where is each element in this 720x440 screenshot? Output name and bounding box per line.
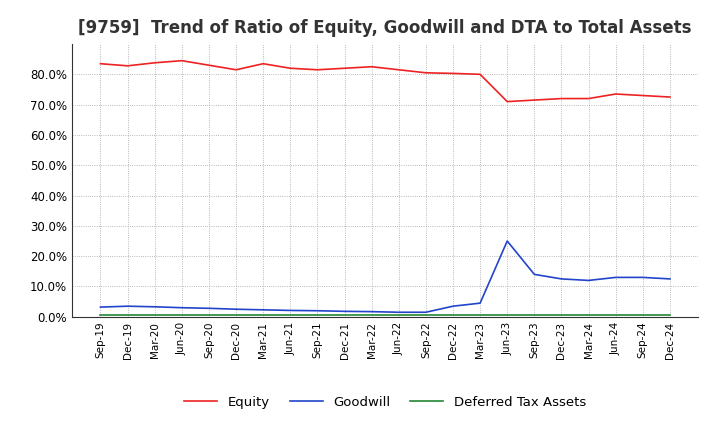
Equity (341, 66, 349, 71)
Line: Equity: Equity (101, 61, 670, 102)
Deferred Tax Assets (557, 313, 566, 318)
Equity (584, 96, 593, 101)
Goodwill (150, 304, 159, 309)
Equity (530, 97, 539, 103)
Equity (232, 67, 240, 73)
Goodwill (367, 309, 376, 314)
Line: Goodwill: Goodwill (101, 241, 670, 312)
Goodwill (178, 305, 186, 310)
Equity (286, 66, 294, 71)
Title: [9759]  Trend of Ratio of Equity, Goodwill and DTA to Total Assets: [9759] Trend of Ratio of Equity, Goodwil… (78, 19, 692, 37)
Legend: Equity, Goodwill, Deferred Tax Assets: Equity, Goodwill, Deferred Tax Assets (179, 390, 591, 414)
Equity (665, 95, 674, 100)
Equity (204, 62, 213, 68)
Deferred Tax Assets (476, 313, 485, 318)
Goodwill (449, 304, 457, 309)
Deferred Tax Assets (395, 313, 403, 318)
Equity (449, 71, 457, 76)
Deferred Tax Assets (123, 313, 132, 318)
Equity (611, 92, 620, 97)
Goodwill (313, 308, 322, 313)
Deferred Tax Assets (367, 313, 376, 318)
Equity (421, 70, 430, 75)
Goodwill (123, 304, 132, 309)
Equity (639, 93, 647, 98)
Goodwill (557, 276, 566, 282)
Goodwill (476, 301, 485, 306)
Deferred Tax Assets (150, 313, 159, 318)
Deferred Tax Assets (503, 313, 511, 318)
Deferred Tax Assets (96, 313, 105, 318)
Deferred Tax Assets (341, 313, 349, 318)
Equity (178, 58, 186, 63)
Equity (96, 61, 105, 66)
Deferred Tax Assets (232, 313, 240, 318)
Goodwill (665, 276, 674, 282)
Deferred Tax Assets (204, 313, 213, 318)
Deferred Tax Assets (286, 313, 294, 318)
Equity (150, 60, 159, 66)
Goodwill (421, 310, 430, 315)
Goodwill (395, 310, 403, 315)
Goodwill (232, 307, 240, 312)
Goodwill (503, 238, 511, 244)
Equity (367, 64, 376, 70)
Goodwill (204, 306, 213, 311)
Equity (313, 67, 322, 73)
Deferred Tax Assets (259, 313, 268, 318)
Deferred Tax Assets (178, 313, 186, 318)
Goodwill (639, 275, 647, 280)
Equity (476, 72, 485, 77)
Deferred Tax Assets (584, 313, 593, 318)
Equity (395, 67, 403, 73)
Goodwill (584, 278, 593, 283)
Goodwill (259, 307, 268, 312)
Goodwill (286, 308, 294, 313)
Deferred Tax Assets (639, 313, 647, 318)
Deferred Tax Assets (313, 313, 322, 318)
Deferred Tax Assets (530, 313, 539, 318)
Deferred Tax Assets (665, 313, 674, 318)
Goodwill (96, 304, 105, 310)
Goodwill (341, 309, 349, 314)
Deferred Tax Assets (611, 313, 620, 318)
Equity (259, 61, 268, 66)
Goodwill (530, 272, 539, 277)
Equity (123, 63, 132, 69)
Deferred Tax Assets (449, 313, 457, 318)
Equity (557, 96, 566, 101)
Goodwill (611, 275, 620, 280)
Deferred Tax Assets (421, 313, 430, 318)
Equity (503, 99, 511, 104)
